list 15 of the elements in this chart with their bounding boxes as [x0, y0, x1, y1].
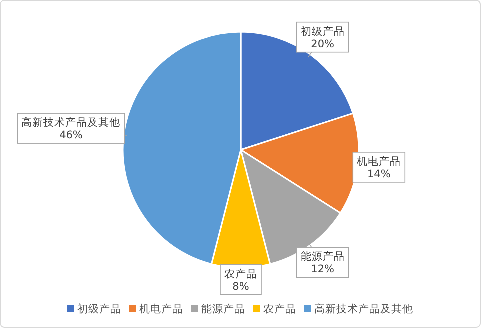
slice-label: 能源产品: [300, 250, 345, 264]
data-label: 8%: [232, 280, 250, 293]
data-label: 20%: [311, 38, 335, 50]
slice-label: 农产品: [224, 267, 258, 280]
slice-label: 初级产品: [300, 24, 345, 38]
data-label: 46%: [60, 130, 83, 142]
slice-label: 高新技术产品及其他: [22, 116, 121, 130]
slice-label: 机电产品: [357, 154, 402, 168]
legend-label: 初级产品: [78, 302, 122, 316]
legend-label: 高新技术产品及其他: [314, 302, 414, 316]
legend-label: 能源产品: [202, 302, 246, 316]
data-label: 14%: [367, 168, 391, 180]
legend-label: 农产品: [264, 302, 296, 316]
data-label: 12%: [311, 264, 335, 276]
legend-label: 机电产品: [140, 302, 184, 316]
